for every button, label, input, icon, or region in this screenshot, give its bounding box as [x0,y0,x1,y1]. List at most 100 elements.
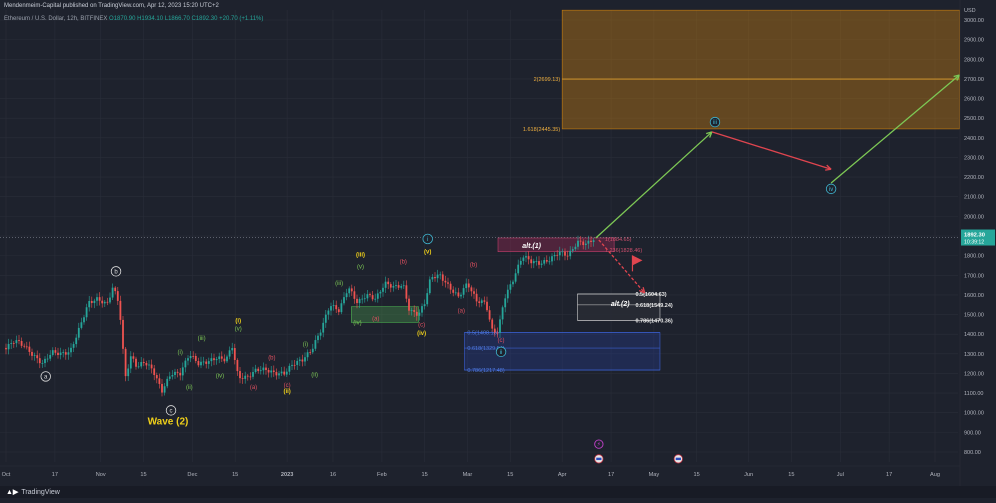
candle-body [509,284,512,290]
wave-label: (v) [357,264,364,270]
y-tick-label: 3000.00 [964,18,984,24]
last-price-value: 1892.30 [964,233,985,239]
candle-body [25,346,28,348]
y-tick-label: 1000.00 [964,411,984,417]
fib-label: 1.236(1828.46) [605,248,642,254]
candle-body [163,386,166,393]
candle-body [231,348,234,351]
candle-body [20,341,23,346]
candle-body [98,297,101,301]
candle-body [382,287,384,292]
tradingview-logo[interactable]: ▲▶ TradingView [6,488,60,497]
candle-body [275,372,278,376]
candle-body [395,285,397,287]
wave-label-circle [40,371,51,382]
candle-body [356,298,358,304]
wave-label: (c) [284,383,291,389]
candle-body [215,359,218,361]
candle-body [423,304,426,307]
x-tick-label: 15 [422,472,428,478]
candle-body [376,293,379,299]
candle-body [62,352,65,353]
candle-body [421,306,423,313]
candle-body [155,375,158,379]
candle-body [291,364,293,366]
wave-label-circle [709,116,721,128]
y-tick-label: 1800.00 [964,254,984,260]
candle-body [54,350,57,353]
candle-body [114,287,117,292]
candle-body [584,243,587,246]
candle-body [145,362,148,366]
wave-label: iv [829,187,833,193]
candle-body [322,322,325,333]
candle-body [499,319,501,333]
candle-body [545,260,548,262]
candle-body [314,340,317,349]
candle-body [519,260,522,265]
wave-label: (ii) [311,372,318,378]
candle-body [174,371,176,376]
candle-body [371,295,374,300]
wave-label-circle [825,183,837,195]
candle-body [475,293,478,302]
y-tick-label: 2100.00 [964,195,984,201]
wave-label: (iv) [216,373,224,379]
candle-body [465,283,468,289]
candle-body [46,358,49,360]
candle-body [23,345,26,347]
candle-body [587,240,590,244]
zone-grey [577,293,661,321]
projection-line [598,239,646,294]
candle-body [311,348,314,353]
x-tick-label: 17 [52,472,58,478]
x-tick-label: 15 [507,472,513,478]
candle-body [392,286,395,288]
fib-label: 1(1884.65) [605,237,632,243]
candle-body [543,260,546,264]
candle-body [337,309,340,313]
y-tick-label: 800.00 [964,450,981,456]
candle-body [228,350,231,357]
symbol-name[interactable]: Ethereum / U.S. Dollar, 12h, BITFINEX [4,16,108,22]
wave-label: (i) [178,350,183,356]
candle-body [592,240,595,242]
candle-body [405,285,408,299]
candle-body [109,297,111,303]
candle-body [402,285,405,287]
x-tick-label: Jul [837,472,844,478]
candle-body [64,352,67,355]
candle-body [444,280,447,283]
wave-label: ii [500,350,503,356]
candle-body [257,368,260,372]
candle-body [244,375,247,379]
candle-body [309,352,312,354]
candle-body [400,286,403,288]
wave-label: Wave (2) [148,417,189,428]
publisher-line: Mendenmeim-Capital published on TradingV… [4,3,219,9]
x-tick-label: 15 [140,472,146,478]
x-tick-label: Apr [558,472,567,478]
candle-body [166,378,169,387]
tradingview-logo-icon: ▲▶ [6,489,19,496]
projection-line [595,131,713,239]
candle-body [486,301,488,311]
candle-body [72,344,75,348]
candle-body [285,371,288,375]
candle-body [428,279,431,294]
target-flag [632,255,643,266]
candle-body [418,312,421,316]
candle-body [361,298,364,300]
candle-body [111,287,114,298]
ohlc-values: O1870.90 H1934.10 L1866.70 C1892.30 +20.… [109,16,264,22]
x-tick-label: Feb [377,472,387,478]
footer-bar: ▲▶ TradingView [0,486,996,498]
candle-body [387,281,390,285]
wave-label: (a) [250,385,257,391]
wave-label-circle [110,266,122,277]
candle-body [103,301,106,304]
x-tick-label: Oct [2,472,11,478]
wave-label: (v) [235,326,242,332]
candle-body [135,358,137,367]
